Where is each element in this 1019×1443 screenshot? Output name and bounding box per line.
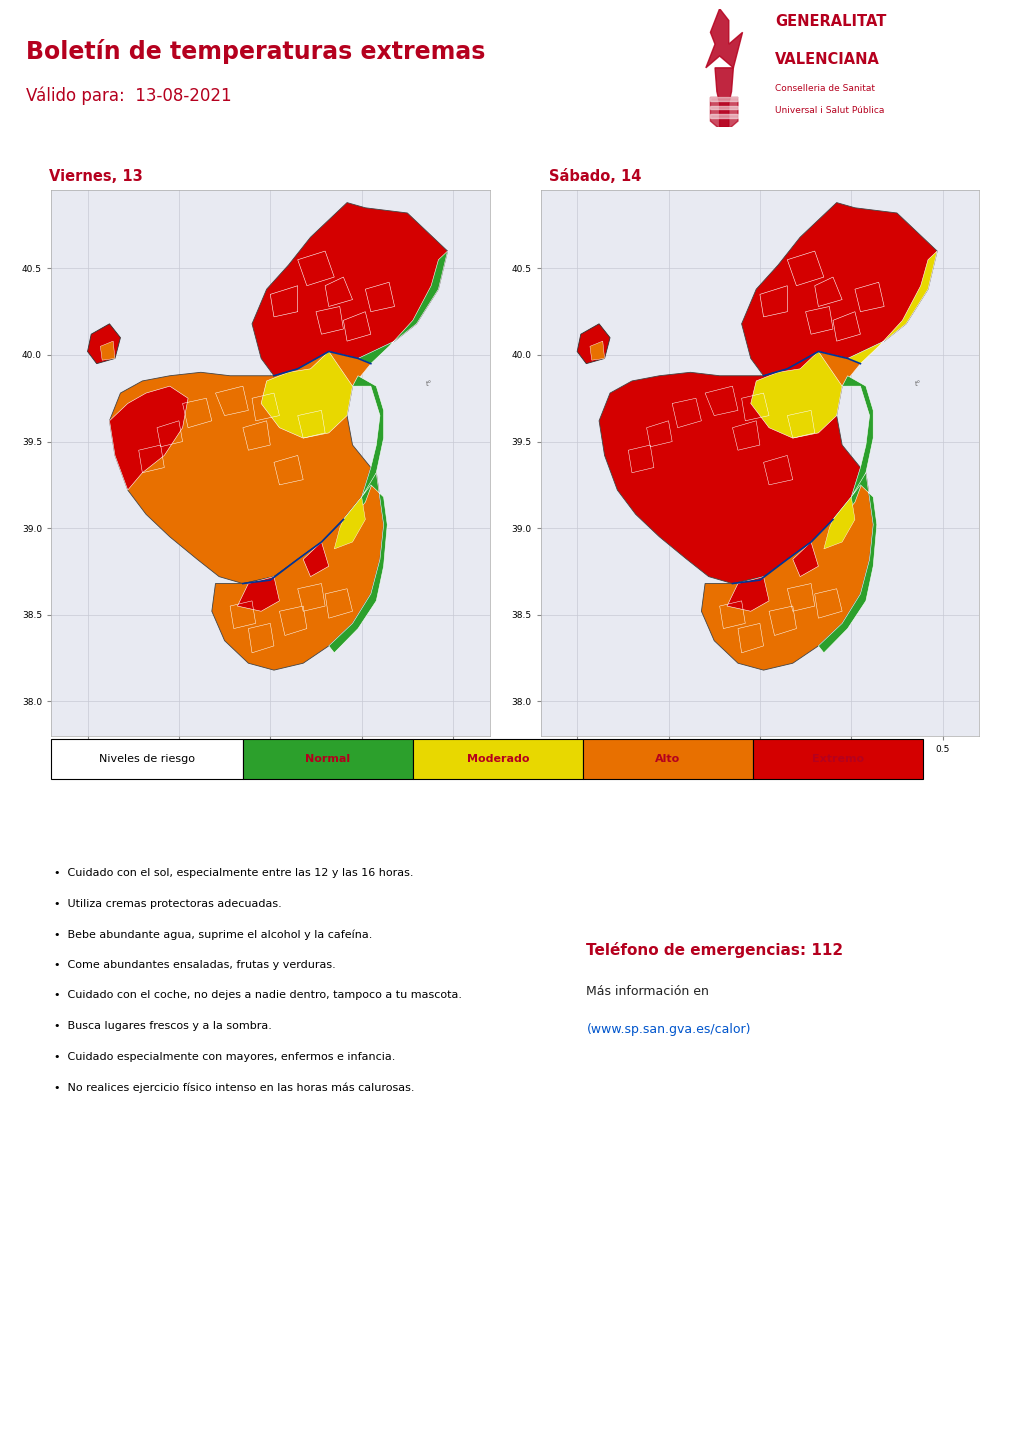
Polygon shape	[303, 543, 328, 577]
Text: Boletín de temperaturas extremas: Boletín de temperaturas extremas	[25, 39, 484, 63]
Polygon shape	[823, 496, 854, 548]
Text: Normal: Normal	[305, 755, 351, 763]
Text: Alto: Alto	[655, 755, 680, 763]
Text: Viernes, 13: Viernes, 13	[49, 169, 143, 183]
Text: •  Cuidado especialmente con mayores, enfermos e infancia.: • Cuidado especialmente con mayores, enf…	[54, 1052, 395, 1062]
Bar	[583, 739, 752, 779]
Polygon shape	[88, 323, 120, 364]
Polygon shape	[252, 202, 447, 375]
Text: (www.sp.san.gva.es/calor): (www.sp.san.gva.es/calor)	[586, 1023, 750, 1036]
Polygon shape	[727, 577, 768, 612]
Text: Moderado: Moderado	[467, 755, 529, 763]
Polygon shape	[833, 375, 872, 525]
Text: •  No realices ejercicio físico intenso en las horas más calurosas.: • No realices ejercicio físico intenso e…	[54, 1082, 414, 1092]
Text: •  Bebe abundante agua, suprime el alcohol y la cafeína.: • Bebe abundante agua, suprime el alcoho…	[54, 929, 372, 939]
Text: t°: t°	[914, 381, 920, 387]
Text: •  Cuidado con el sol, especialmente entre las 12 y las 16 horas.: • Cuidado con el sol, especialmente entr…	[54, 869, 413, 879]
Text: •  Busca lugares frescos y a la sombra.: • Busca lugares frescos y a la sombra.	[54, 1022, 272, 1032]
Polygon shape	[577, 323, 609, 364]
Polygon shape	[237, 577, 279, 612]
Polygon shape	[212, 473, 383, 670]
Bar	[710, 97, 738, 101]
Polygon shape	[343, 375, 383, 525]
Polygon shape	[847, 251, 936, 364]
Polygon shape	[100, 341, 115, 361]
Polygon shape	[705, 9, 742, 68]
Polygon shape	[328, 352, 371, 387]
Text: GENERALITAT: GENERALITAT	[774, 14, 886, 29]
Polygon shape	[792, 543, 817, 577]
Text: Universal i Salut Pública: Universal i Salut Pública	[774, 107, 883, 115]
Bar	[51, 739, 243, 779]
Text: •  Come abundantes ensaladas, frutas y verduras.: • Come abundantes ensaladas, frutas y ve…	[54, 960, 335, 970]
Polygon shape	[261, 352, 353, 439]
Polygon shape	[334, 496, 365, 548]
Text: Conselleria de Sanitat: Conselleria de Sanitat	[774, 84, 874, 92]
Text: •  Cuidado con el coche, no dejes a nadie dentro, tampoco a tu mascota.: • Cuidado con el coche, no dejes a nadie…	[54, 990, 462, 1000]
Polygon shape	[328, 473, 387, 652]
Polygon shape	[714, 68, 733, 127]
Polygon shape	[601, 856, 647, 899]
Polygon shape	[701, 473, 872, 670]
Polygon shape	[750, 352, 842, 439]
Text: VALENCIANA: VALENCIANA	[774, 52, 879, 66]
Polygon shape	[109, 352, 371, 583]
Polygon shape	[741, 202, 936, 375]
Text: Válido para:  13-08-2021: Válido para: 13-08-2021	[25, 87, 231, 105]
Bar	[752, 739, 922, 779]
Text: Más información en: Más información en	[586, 984, 708, 999]
Polygon shape	[817, 473, 876, 652]
Polygon shape	[109, 387, 187, 491]
Polygon shape	[598, 352, 860, 583]
Polygon shape	[589, 341, 604, 361]
Bar	[710, 114, 738, 117]
Bar	[243, 739, 413, 779]
Polygon shape	[817, 352, 860, 387]
Text: Niveles de riesgo: Niveles de riesgo	[99, 755, 195, 763]
Bar	[710, 105, 738, 110]
Polygon shape	[358, 251, 447, 364]
Text: •  Utiliza cremas protectoras adecuadas.: • Utiliza cremas protectoras adecuadas.	[54, 899, 281, 909]
Text: Mapas de alertas por temperaturas extremas: Mapas de alertas por temperaturas extrem…	[33, 149, 388, 162]
Text: Consejos de actuación frente a una alerta de calor: Consejos de actuación frente a una alert…	[33, 825, 428, 841]
Polygon shape	[710, 97, 738, 133]
Text: Extremo: Extremo	[811, 755, 863, 763]
Text: Teléfono de emergencias: 112: Teléfono de emergencias: 112	[586, 941, 843, 958]
Text: t°: t°	[425, 381, 431, 387]
Text: Sábado, 14: Sábado, 14	[548, 169, 641, 183]
Bar	[413, 739, 583, 779]
